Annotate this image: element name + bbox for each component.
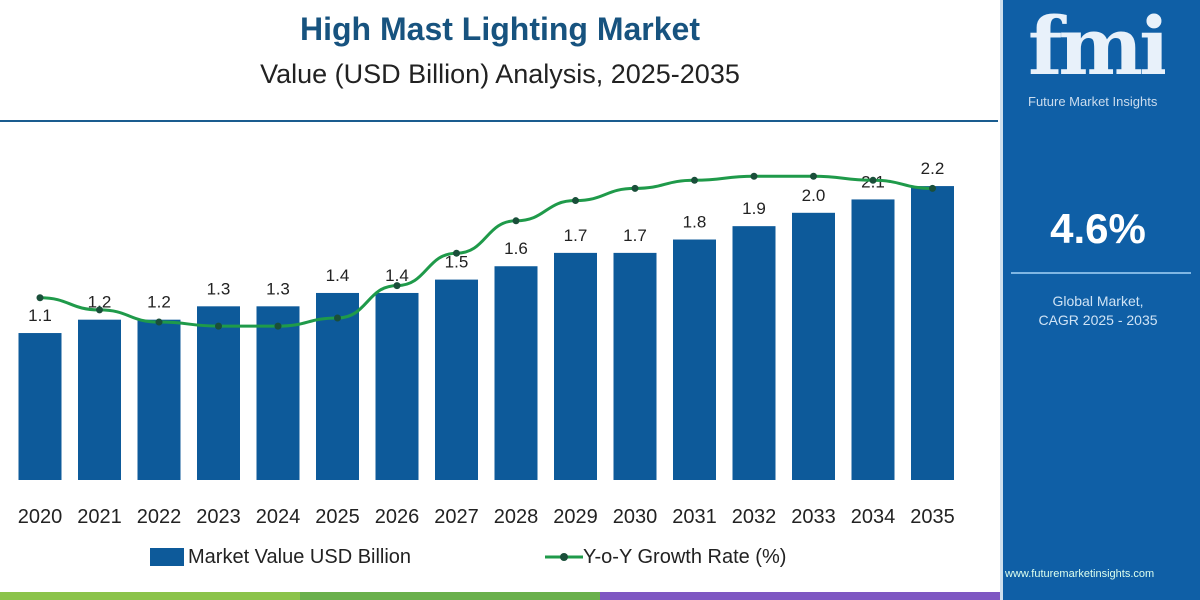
bar-value-label: 1.6	[504, 239, 528, 258]
bar	[732, 226, 776, 480]
x-tick-label: 2022	[137, 506, 182, 528]
bar	[494, 266, 538, 480]
bar-value-label: 1.2	[88, 293, 112, 312]
growth-point	[453, 249, 460, 257]
cagr-label: Global Market, CAGR 2025 - 2035	[1003, 292, 1193, 330]
chart-title: High Mast Lighting Market	[300, 11, 700, 47]
bar-value-label: 1.8	[683, 213, 707, 232]
bar-value-label: 1.2	[147, 293, 171, 312]
side-panel: fmi Future Market Insights 4.6% Global M…	[1000, 0, 1200, 600]
x-tick-label: 2026	[375, 506, 420, 528]
growth-point	[929, 184, 936, 192]
chart-subtitle: Value (USD Billion) Analysis, 2025-2035	[260, 59, 740, 89]
bar	[851, 199, 895, 480]
website-link[interactable]: www.futuremarketinsights.com	[1005, 568, 1155, 580]
growth-point	[810, 172, 817, 180]
x-tick-label: 2021	[77, 506, 122, 528]
bar	[78, 319, 121, 480]
bottom-stripe	[0, 592, 1000, 600]
x-tick-label: 2020	[18, 506, 63, 528]
x-tick-label: 2031	[672, 506, 717, 528]
growth-point	[512, 217, 520, 225]
growth-point	[96, 306, 103, 314]
bar	[673, 239, 716, 480]
bar-value-label: 1.5	[445, 253, 469, 272]
growth-point	[393, 282, 401, 290]
logo-subtext: Future Market Insights	[1028, 94, 1158, 109]
bar-value-label: 2.2	[921, 159, 945, 178]
bar-value-label: 2.0	[802, 186, 826, 205]
x-tick-label: 2032	[732, 506, 777, 528]
x-tick-label: 2025	[315, 506, 360, 528]
growth-point	[155, 318, 163, 326]
fmi-logo: fmi	[1028, 6, 1166, 90]
bar-value-label: 1.3	[266, 279, 290, 298]
growth-point	[631, 184, 639, 192]
x-tick-label: 2028	[494, 506, 539, 528]
bar	[375, 292, 419, 480]
bar-value-label: 1.4	[385, 266, 409, 285]
legend-bar-swatch	[150, 548, 184, 566]
divider	[0, 120, 998, 122]
growth-point	[215, 322, 222, 330]
bar	[613, 252, 657, 480]
bar-value-label: 1.4	[326, 266, 350, 285]
legend-bar: Market Value USD Billion	[150, 545, 411, 569]
cagr-value: 4.6%	[1050, 205, 1146, 252]
legend-line-swatch	[545, 553, 583, 561]
panel-divider	[1011, 272, 1191, 274]
x-tick-label: 2030	[613, 506, 658, 528]
growth-point	[750, 172, 758, 180]
bar	[435, 279, 478, 480]
bar-value-label: 1.3	[207, 279, 231, 298]
growth-line	[39, 174, 933, 328]
legend-line: Y-o-Y Growth Rate (%)	[545, 545, 786, 569]
cagr-label-line1: Global Market,	[1052, 293, 1144, 309]
bar-value-label: 1.7	[564, 226, 588, 245]
x-tick-label: 2034	[851, 506, 896, 528]
growth-point	[36, 294, 44, 302]
cagr-label-line2: CAGR 2025 - 2035	[1038, 312, 1158, 328]
bar	[792, 212, 835, 481]
x-tick-label: 2029	[553, 506, 598, 528]
growth-point	[572, 197, 579, 205]
x-tick-label: 2027	[434, 506, 479, 528]
bar	[18, 333, 62, 480]
growth-point	[274, 322, 282, 330]
growth-point	[691, 176, 698, 184]
growth-point	[869, 176, 877, 184]
bar	[256, 306, 300, 480]
x-tick-label: 2023	[196, 506, 241, 528]
bar	[137, 319, 181, 480]
bar	[554, 252, 597, 480]
x-tick-label: 2024	[256, 506, 301, 528]
bar-value-label: 1.1	[28, 306, 52, 325]
legend-line-label: Y-o-Y Growth Rate (%)	[583, 546, 787, 568]
legend-bar-label: Market Value USD Billion	[188, 546, 412, 568]
bar	[316, 292, 359, 480]
bar-value-label: 1.9	[742, 199, 766, 218]
bar	[911, 186, 954, 480]
growth-point	[334, 314, 341, 322]
chart-plot: 1.1 2020 1.2 2021 1.2 2022 1.3 2023 1.3 2024 1.4 20…	[18, 159, 955, 528]
bar	[197, 306, 240, 480]
x-tick-label: 2033	[791, 506, 836, 528]
bar-value-label: 1.7	[623, 226, 647, 245]
x-tick-label: 2035	[910, 506, 955, 528]
